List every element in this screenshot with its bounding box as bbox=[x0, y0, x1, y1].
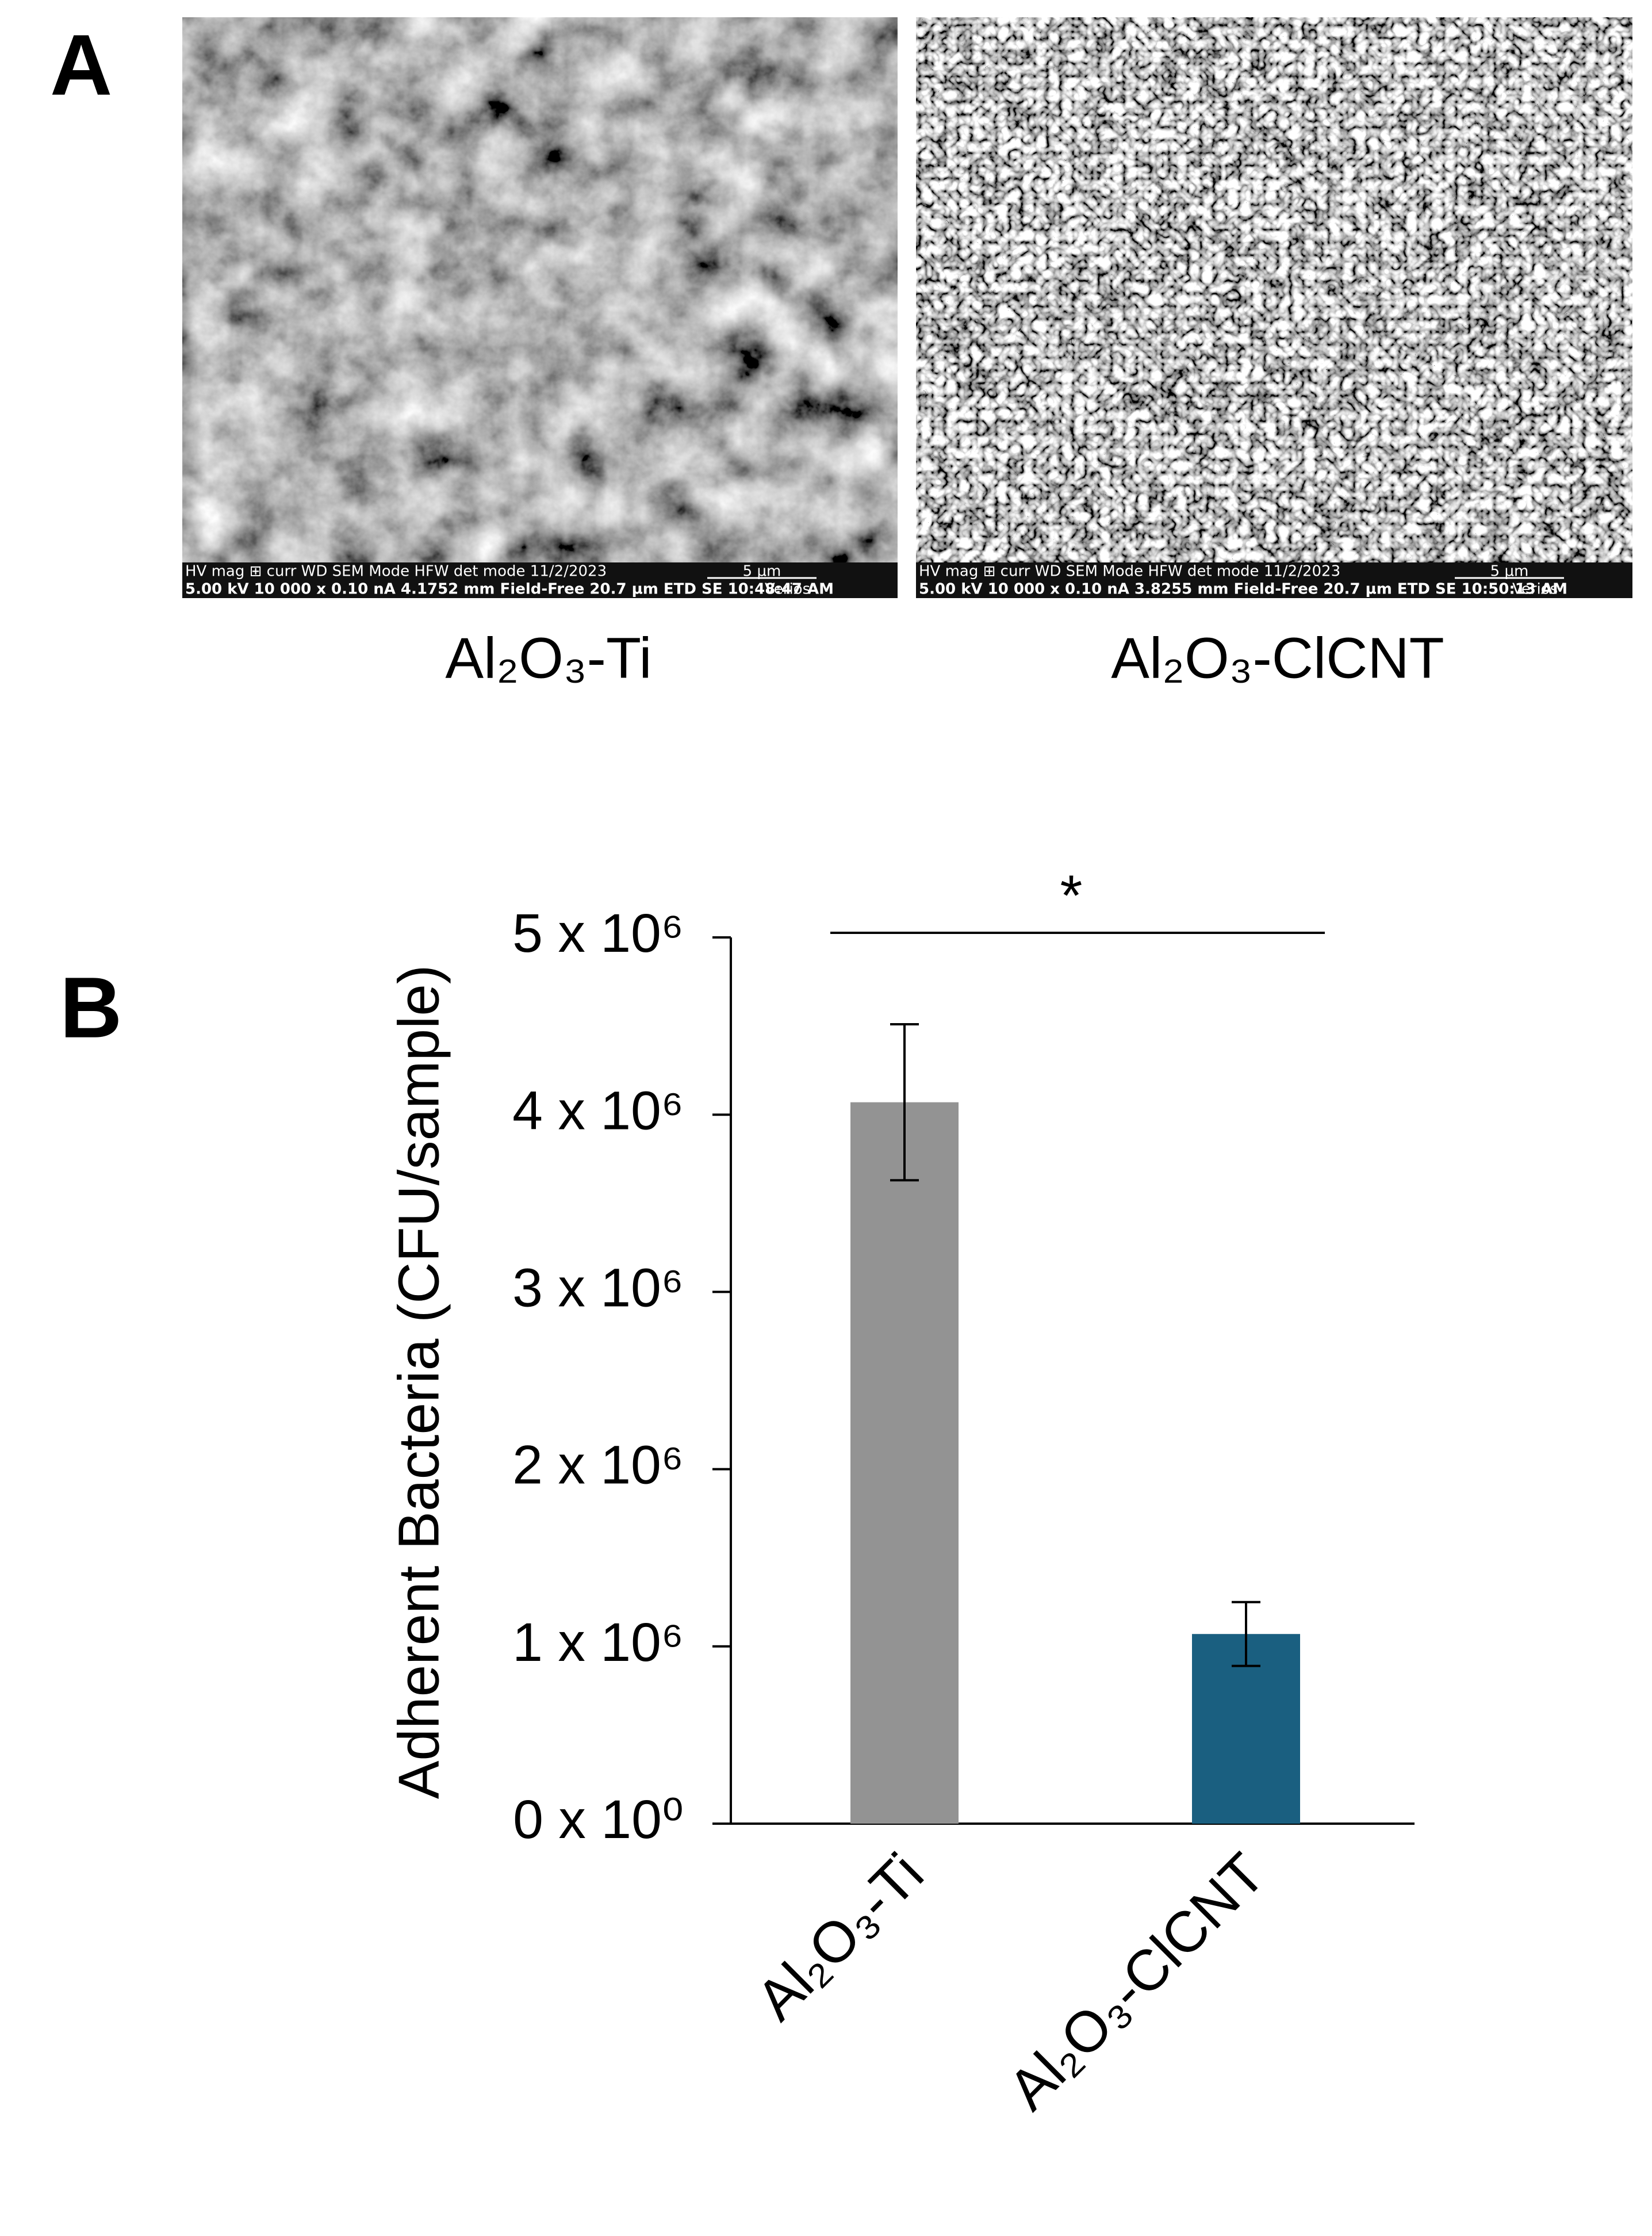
sem-image bbox=[916, 17, 1632, 562]
y-tick-label: 2 x 10⁶ bbox=[512, 1435, 684, 1496]
sem-image bbox=[182, 17, 898, 562]
image-caption: Al₂O₃-ClCNT bbox=[1111, 626, 1444, 690]
x-tick-label: Al₂O₃-ClCNT bbox=[996, 1841, 1277, 2122]
sem-databar bbox=[916, 562, 1632, 598]
x-tick-label: Al₂O₃-Ti bbox=[744, 1841, 936, 2032]
databar-header: HV mag ⊞ curr WD SEM Mode HFW det mode 1… bbox=[919, 563, 1340, 580]
image-caption: Al₂O₃-Ti bbox=[445, 626, 651, 690]
y-axis-label: Adherent Bacteria (CFU/sample) bbox=[386, 965, 451, 1799]
y-tick-label: 4 x 10⁶ bbox=[512, 1080, 684, 1141]
databar-instrument: Verios bbox=[765, 581, 810, 598]
databar-values: 5.00 kV 10 000 x 0.10 nA 3.8255 mm Field… bbox=[919, 581, 1567, 598]
y-tick-label: 3 x 10⁶ bbox=[512, 1257, 684, 1318]
bar bbox=[850, 1102, 959, 1824]
databar-instrument: Verios bbox=[1512, 581, 1558, 598]
y-tick-label: 5 x 10⁶ bbox=[512, 903, 684, 964]
panel-label: A bbox=[50, 17, 112, 113]
significance-marker: * bbox=[1060, 863, 1083, 928]
panel-label: B bbox=[60, 959, 122, 1056]
databar-values: 5.00 kV 10 000 x 0.10 nA 4.1752 mm Field… bbox=[185, 581, 834, 598]
y-tick-label: 1 x 10⁶ bbox=[512, 1612, 684, 1673]
sem-databar bbox=[182, 562, 898, 598]
databar-header: HV mag ⊞ curr WD SEM Mode HFW det mode 1… bbox=[185, 563, 607, 580]
y-tick-label: 0 x 10⁰ bbox=[513, 1789, 684, 1850]
